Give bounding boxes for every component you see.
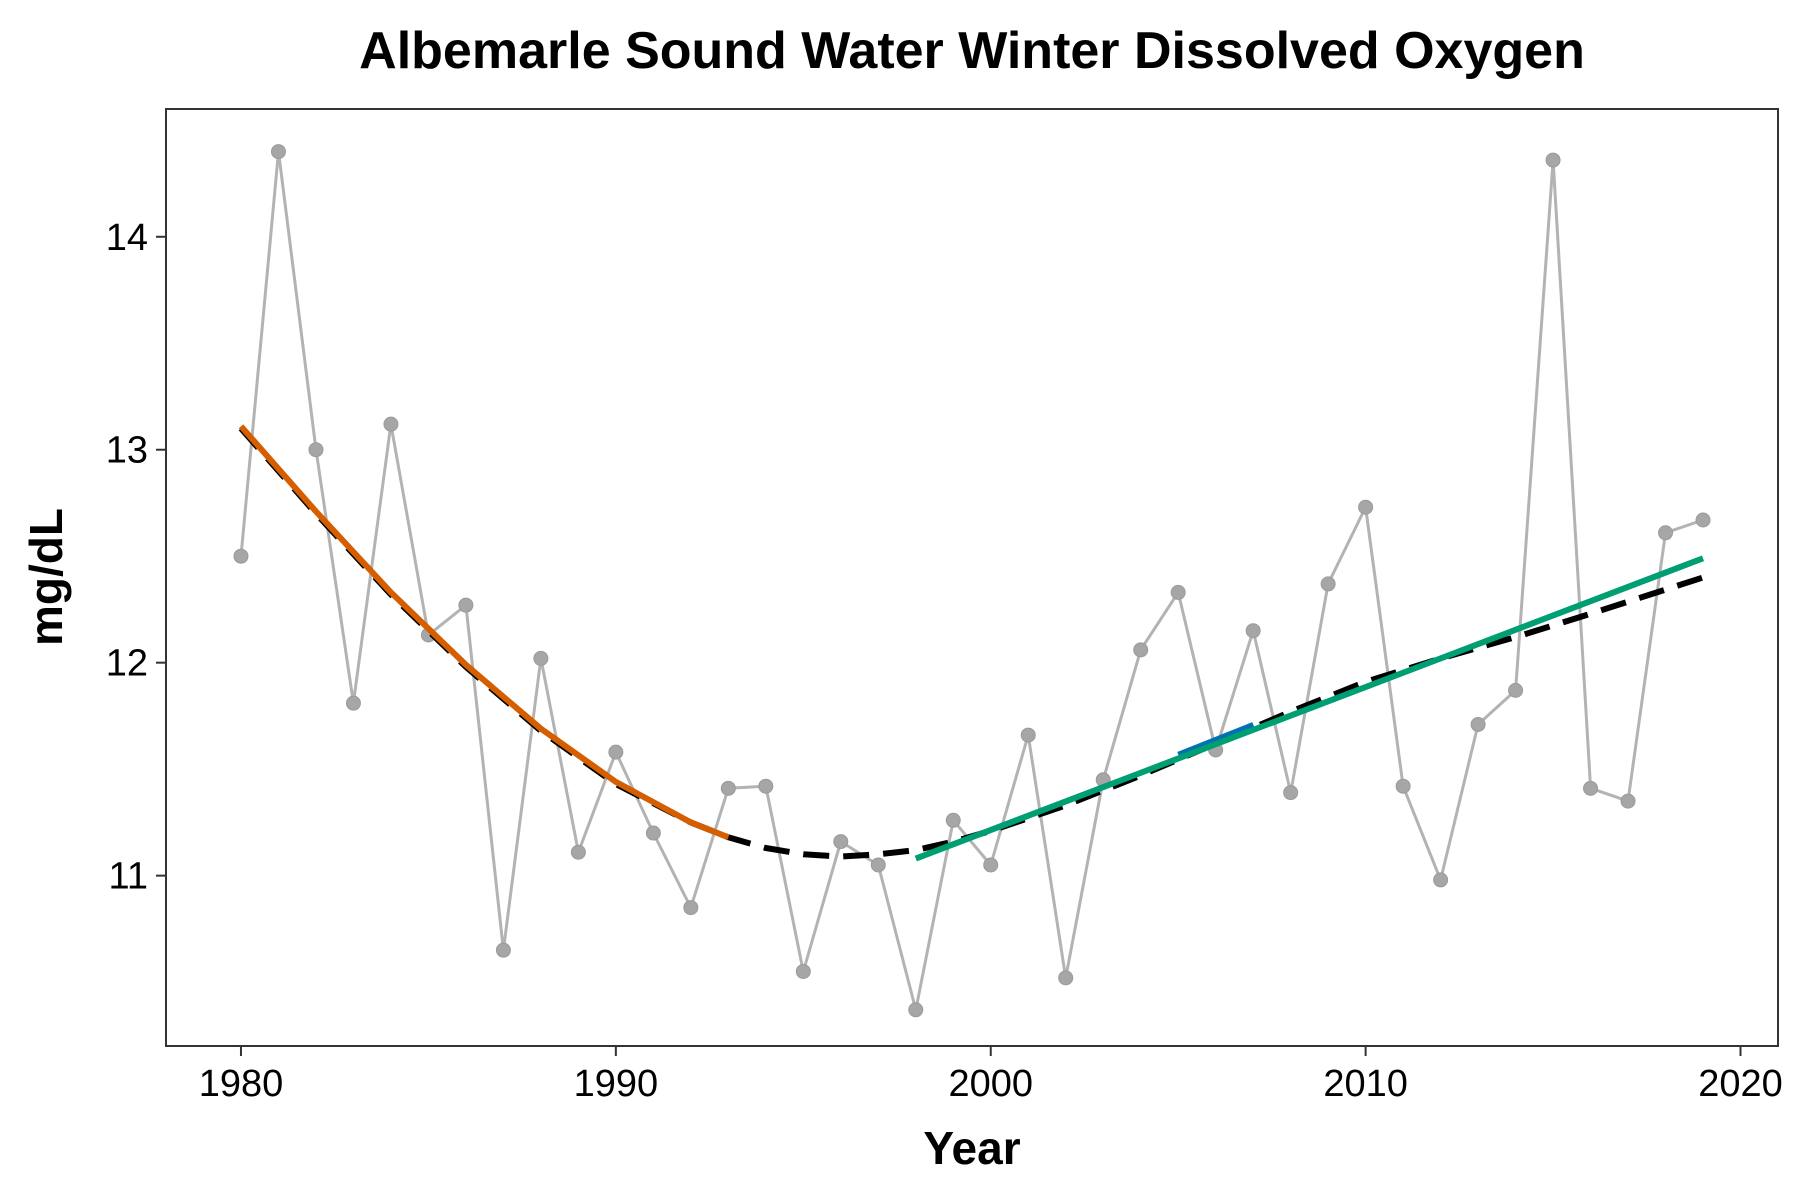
data-point xyxy=(1320,576,1336,592)
data-point xyxy=(608,744,624,760)
data-point xyxy=(1583,780,1599,796)
series-line-observed xyxy=(239,150,1704,1012)
plot-panel-border xyxy=(165,108,1779,1047)
data-point xyxy=(1358,499,1374,515)
x-tick-label: 2010 xyxy=(1323,1063,1408,1105)
x-axis-title: Year xyxy=(923,1122,1020,1174)
data-point xyxy=(1620,793,1636,809)
data-point xyxy=(1508,682,1524,698)
data-point xyxy=(945,812,961,828)
data-point xyxy=(833,834,849,850)
data-point xyxy=(1283,785,1299,801)
data-point xyxy=(345,695,361,711)
x-tick-label: 2000 xyxy=(948,1063,1033,1105)
data-point xyxy=(795,963,811,979)
data-point xyxy=(1133,642,1149,658)
y-tick-label: 11 xyxy=(109,856,148,898)
data-point xyxy=(870,857,886,873)
data-point xyxy=(1058,970,1074,986)
series-line-decline xyxy=(238,424,730,841)
data-point xyxy=(1545,152,1561,168)
data-point xyxy=(270,144,286,160)
y-tick-label: 14 xyxy=(106,217,148,259)
data-point xyxy=(908,1002,924,1018)
y-tick-label: 13 xyxy=(106,430,148,472)
data-point xyxy=(1395,778,1411,794)
data-point xyxy=(983,857,999,873)
data-point xyxy=(1695,512,1711,528)
data-point xyxy=(1433,872,1449,888)
data-point xyxy=(1245,623,1261,639)
data-point xyxy=(533,650,549,666)
data-point xyxy=(458,597,474,613)
data-point xyxy=(495,942,511,958)
data-point xyxy=(683,900,699,916)
x-tick-label: 1990 xyxy=(574,1063,659,1105)
x-tick-label: 1980 xyxy=(199,1063,284,1105)
y-axis-title: mg/dL xyxy=(20,508,72,646)
data-point xyxy=(1170,584,1186,600)
series-line-increase xyxy=(914,555,1705,862)
y-tick-label: 12 xyxy=(106,643,148,685)
x-tick-label: 2020 xyxy=(1698,1063,1783,1105)
data-point xyxy=(1020,727,1036,743)
data-point xyxy=(645,825,661,841)
axis-ticks: 1980 1990 2000 2010 2020 11 12 13 14 xyxy=(106,217,1783,1105)
data-point xyxy=(570,844,586,860)
data-point xyxy=(1470,716,1486,732)
data-point xyxy=(308,442,324,458)
data-point xyxy=(233,548,249,564)
data-point xyxy=(758,778,774,794)
data-point xyxy=(720,780,736,796)
data-point xyxy=(1658,525,1674,541)
chart-title: Albemarle Sound Water Winter Dissolved O… xyxy=(359,22,1585,80)
series-line-increase-short xyxy=(1177,722,1255,757)
series-layer xyxy=(233,144,1711,1018)
data-point xyxy=(383,416,399,432)
